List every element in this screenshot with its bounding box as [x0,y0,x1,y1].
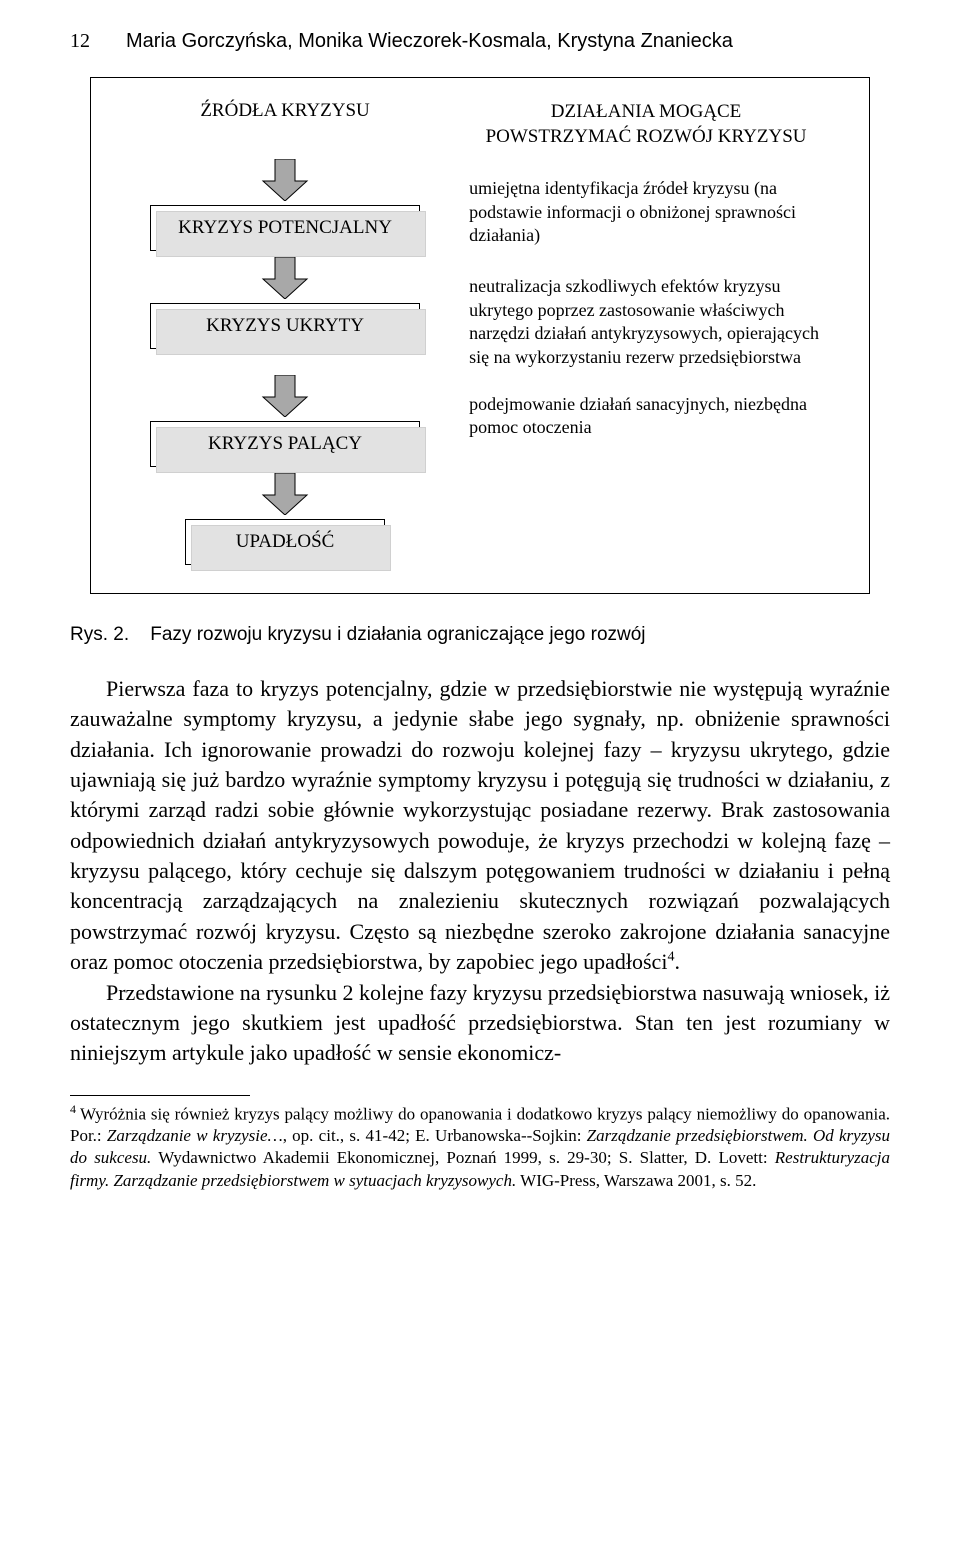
paragraph-1-main: Pierwsza faza to kryzys potencjalny, gdz… [70,676,890,974]
stage-box: KRYZYS POTENCJALNY [150,205,420,251]
stage-description: umiejętna identyfikacja źródeł kryzysu (… [451,159,841,247]
diagram-row: KRYZYS PALĄCY podejmowanie działań sanac… [119,375,841,467]
diagram-header-right-line2: POWSTRZYMAĆ ROZWÓJ KRYZYSU [451,125,841,150]
final-empty [451,473,841,491]
diagram-left-col: UPADŁOŚĆ [119,473,451,565]
stage-box-wrap: KRYZYS UKRYTY [150,303,420,349]
diagram-left-col: KRYZYS PALĄCY [119,375,451,467]
footnote-text-3: Wydawnictwo Akademii Ekonomicznej, Pozna… [151,1148,774,1167]
down-arrow-icon [257,473,313,515]
stage-box: KRYZYS UKRYTY [150,303,420,349]
crisis-diagram-frame: ŹRÓDŁA KRYZYSU DZIAŁANIA MOGĄCE POWSTRZY… [90,77,870,594]
diagram-column-headers: ŹRÓDŁA KRYZYSU DZIAŁANIA MOGĄCE POWSTRZY… [119,100,841,149]
footnote-ital-1: Zarządzanie w kryzysie… [107,1126,283,1145]
diagram-left-col: KRYZYS POTENCJALNY [119,159,451,251]
final-box: UPADŁOŚĆ [185,519,385,565]
diagram-left-col: KRYZYS UKRYTY [119,257,451,349]
footnote-text-4: WIG-Press, Warszawa 2001, s. 52. [516,1171,756,1190]
diagram-row-final: UPADŁOŚĆ [119,473,841,565]
stage-description: neutralizacja szkodliwych efektów kryzys… [451,257,841,369]
down-arrow-icon [257,375,313,417]
paragraph-1-tail: . [674,949,680,974]
body-text: Pierwsza faza to kryzys potencjalny, gdz… [70,674,890,1069]
footnote-4: 4Wyróżnia się również kryzys palący możl… [70,1102,890,1192]
final-box-wrap: UPADŁOŚĆ [185,519,385,565]
stage-description: podejmowanie działań sanacyjnych, niezbę… [451,375,841,440]
diagram-row: KRYZYS POTENCJALNY umiejętna identyfikac… [119,159,841,251]
footnote-separator [70,1095,250,1096]
page-number: 12 [70,30,90,53]
footnote-text-2: , op. cit., s. 41-42; E. Urbanowska-­-So… [283,1126,587,1145]
down-arrow-icon [257,257,313,299]
figure-caption: Rys. 2. Fazy rozwoju kryzysu i działania… [70,624,890,646]
paragraph-2: Przedstawione na rysunku 2 kolejne fazy … [70,978,890,1069]
diagram-header-left: ŹRÓDŁA KRYZYSU [119,100,451,149]
figure-caption-prefix: Rys. 2. [70,624,129,645]
paragraph-1: Pierwsza faza to kryzys potencjalny, gdz… [70,674,890,978]
authors-line: Maria Gorczyńska, Monika Wieczorek-Kosma… [126,30,733,53]
stage-box-wrap: KRYZYS POTENCJALNY [150,205,420,251]
figure-caption-text: Fazy rozwoju kryzysu i działania ogranic… [150,624,645,645]
down-arrow-icon [257,159,313,201]
stage-box-wrap: KRYZYS PALĄCY [150,421,420,467]
page-header: 12 Maria Gorczyńska, Monika Wieczorek-Ko… [70,30,890,53]
diagram-header-right: DZIAŁANIA MOGĄCE POWSTRZYMAĆ ROZWÓJ KRYZ… [451,100,841,149]
diagram-header-right-line1: DZIAŁANIA MOGĄCE [451,100,841,125]
stage-box: KRYZYS PALĄCY [150,421,420,467]
diagram-row: KRYZYS UKRYTY neutralizacja szkodliwych … [119,257,841,369]
footnote-number: 4 [70,1102,76,1116]
